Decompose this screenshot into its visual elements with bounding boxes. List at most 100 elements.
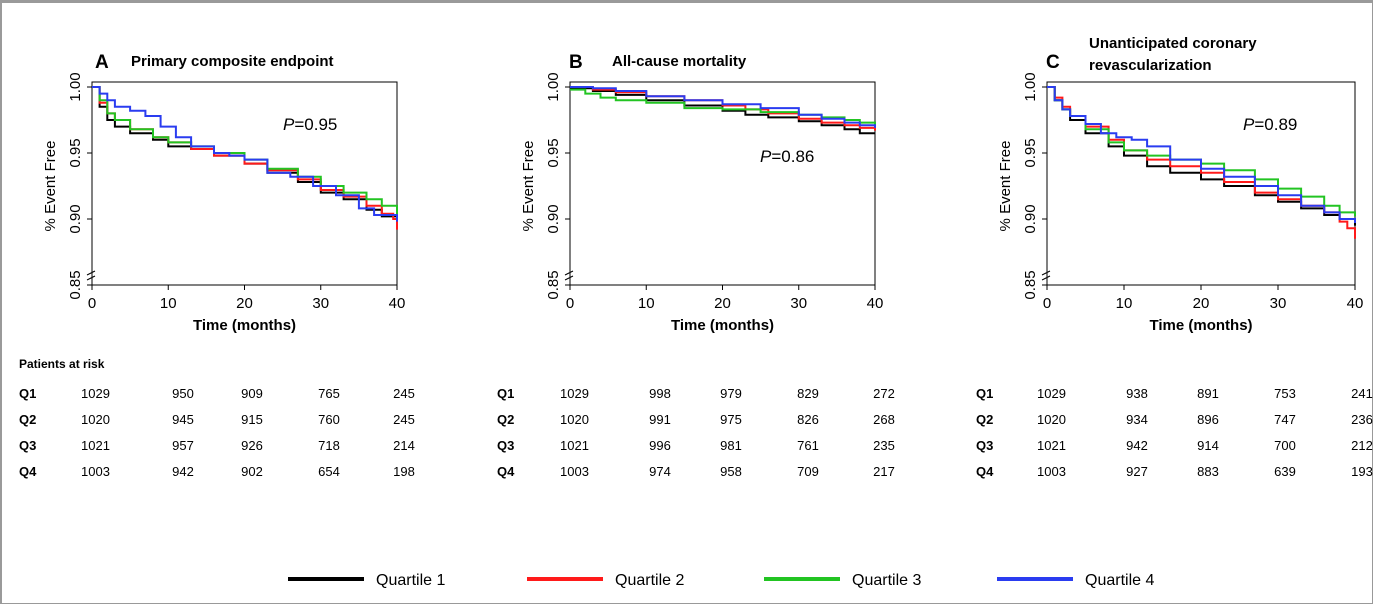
- risk-cell: 958: [720, 464, 742, 479]
- legend-label: Quartile 4: [1085, 572, 1154, 589]
- x-axis-label: Time (months): [671, 317, 774, 334]
- x-tick-label: 10: [1116, 295, 1133, 312]
- y-tick-label: 0.95: [545, 138, 562, 167]
- risk-cell: 909: [241, 386, 263, 401]
- risk-cell: 945: [172, 412, 194, 427]
- risk-row-label: Q3: [497, 438, 514, 453]
- risk-row-label: Q4: [19, 464, 37, 479]
- risk-row-label: Q2: [976, 412, 993, 427]
- risk-cell: 896: [1197, 412, 1219, 427]
- risk-cell: 765: [318, 386, 340, 401]
- x-axis-label: Time (months): [193, 317, 296, 334]
- plot-frame: [1046, 81, 1356, 286]
- y-tick-label: 0.95: [67, 138, 84, 167]
- x-tick-label: 40: [389, 295, 406, 312]
- x-tick-label: 20: [236, 295, 253, 312]
- y-tick-label: 0.90: [67, 204, 84, 233]
- risk-cell: 241: [1351, 386, 1373, 401]
- risk-cell: 760: [318, 412, 340, 427]
- km-panel-c: C Unanticipated coronary revascularization…: [997, 35, 1363, 334]
- risk-cell: 700: [1274, 438, 1296, 453]
- risk-row-label: Q4: [976, 464, 994, 479]
- risk-cell: 942: [172, 464, 194, 479]
- risk-cell: 212: [1351, 438, 1373, 453]
- risk-cell: 654: [318, 464, 340, 479]
- p-value-symbol: P: [760, 147, 772, 166]
- risk-cell: 891: [1197, 386, 1219, 401]
- risk-cell: 214: [393, 438, 415, 453]
- risk-cell: 1021: [1037, 438, 1066, 453]
- y-axis-label: % Event Free: [520, 141, 537, 232]
- y-tick-label: 0.90: [545, 204, 562, 233]
- risk-cell: 950: [172, 386, 194, 401]
- risk-cell: 1021: [560, 438, 589, 453]
- y-tick-label: 0.85: [1022, 270, 1039, 299]
- risk-row-label: Q3: [19, 438, 36, 453]
- risk-cell: 718: [318, 438, 340, 453]
- risk-cell: 272: [873, 386, 895, 401]
- risk-cell: 1003: [560, 464, 589, 479]
- x-tick-label: 40: [1347, 295, 1364, 312]
- series-line-quartile-4: [1047, 86, 1356, 223]
- risk-cell: 1003: [81, 464, 110, 479]
- legend-label: Quartile 1: [376, 572, 445, 589]
- series-line-quartile-1: [570, 87, 875, 135]
- risk-row-label: Q3: [976, 438, 993, 453]
- axis-break-mark: [564, 270, 574, 281]
- x-tick-label: 30: [790, 295, 807, 312]
- y-tick-label: 0.85: [545, 270, 562, 299]
- x-axis-label: Time (months): [1149, 317, 1252, 334]
- risk-row-label: Q1: [497, 386, 514, 401]
- x-tick-label: 20: [714, 295, 731, 312]
- p-value-symbol: P: [1243, 115, 1255, 134]
- x-tick-label: 20: [1193, 295, 1210, 312]
- km-panel-b: B All-cause mortality 0.85 0.90 0.95 1.00 0 10 2…: [520, 52, 883, 334]
- legend-item-quartile-2: Quartile 2: [527, 572, 684, 589]
- risk-cell: 193: [1351, 464, 1373, 479]
- x-tick-label: 0: [88, 295, 96, 312]
- y-axis-label: % Event Free: [42, 141, 59, 232]
- risk-cell: 883: [1197, 464, 1219, 479]
- series-line-quartile-4: [570, 86, 876, 128]
- risk-cell: 991: [649, 412, 671, 427]
- legend-item-quartile-1: Quartile 1: [288, 572, 445, 589]
- risk-cell: 709: [797, 464, 819, 479]
- x-tick-label: 40: [867, 295, 884, 312]
- risk-cell: 926: [241, 438, 263, 453]
- risk-cell: 1029: [81, 386, 110, 401]
- series-line-quartile-3: [1047, 86, 1356, 217]
- y-tick-label: 1.00: [67, 72, 84, 101]
- series-line-quartile-4: [92, 86, 398, 222]
- legend-item-quartile-3: Quartile 3: [764, 572, 921, 589]
- p-value-symbol: P: [283, 115, 295, 134]
- risk-cell: 1029: [560, 386, 589, 401]
- risk-cell: 747: [1274, 412, 1296, 427]
- risk-cell: 974: [649, 464, 671, 479]
- x-tick-label: 10: [160, 295, 177, 312]
- risk-cell: 942: [1126, 438, 1148, 453]
- panel-letter: B: [569, 52, 583, 73]
- risk-cell: 975: [720, 412, 742, 427]
- risk-cell: 981: [720, 438, 742, 453]
- risk-cell: 268: [873, 412, 895, 427]
- risk-cell: 915: [241, 412, 263, 427]
- y-tick-label: 1.00: [1022, 72, 1039, 101]
- risk-cell: 902: [241, 464, 263, 479]
- risk-cell: 761: [797, 438, 819, 453]
- legend-label: Quartile 3: [852, 572, 921, 589]
- risk-cell: 245: [393, 386, 415, 401]
- panel-letter: C: [1046, 52, 1060, 73]
- risk-table-3: Q1 1029 938 891 753 241 Q2 1020 934 896 747 236 Q3 10…: [976, 386, 1373, 479]
- risk-cell: 245: [393, 412, 415, 427]
- risk-cell: 927: [1126, 464, 1148, 479]
- risk-cell: 957: [172, 438, 194, 453]
- risk-cell: 753: [1274, 386, 1296, 401]
- risk-cell: 1020: [81, 412, 110, 427]
- risk-row-label: Q2: [19, 412, 36, 427]
- risk-cell: 235: [873, 438, 895, 453]
- axis-break-mark: [86, 270, 96, 281]
- panel-title: All-cause mortality: [612, 53, 747, 70]
- p-value-label: P=0.86: [760, 147, 814, 166]
- risk-table-2: Q1 1029 998 979 829 272 Q2 1020 991 975 826 268 Q3 10…: [497, 386, 895, 479]
